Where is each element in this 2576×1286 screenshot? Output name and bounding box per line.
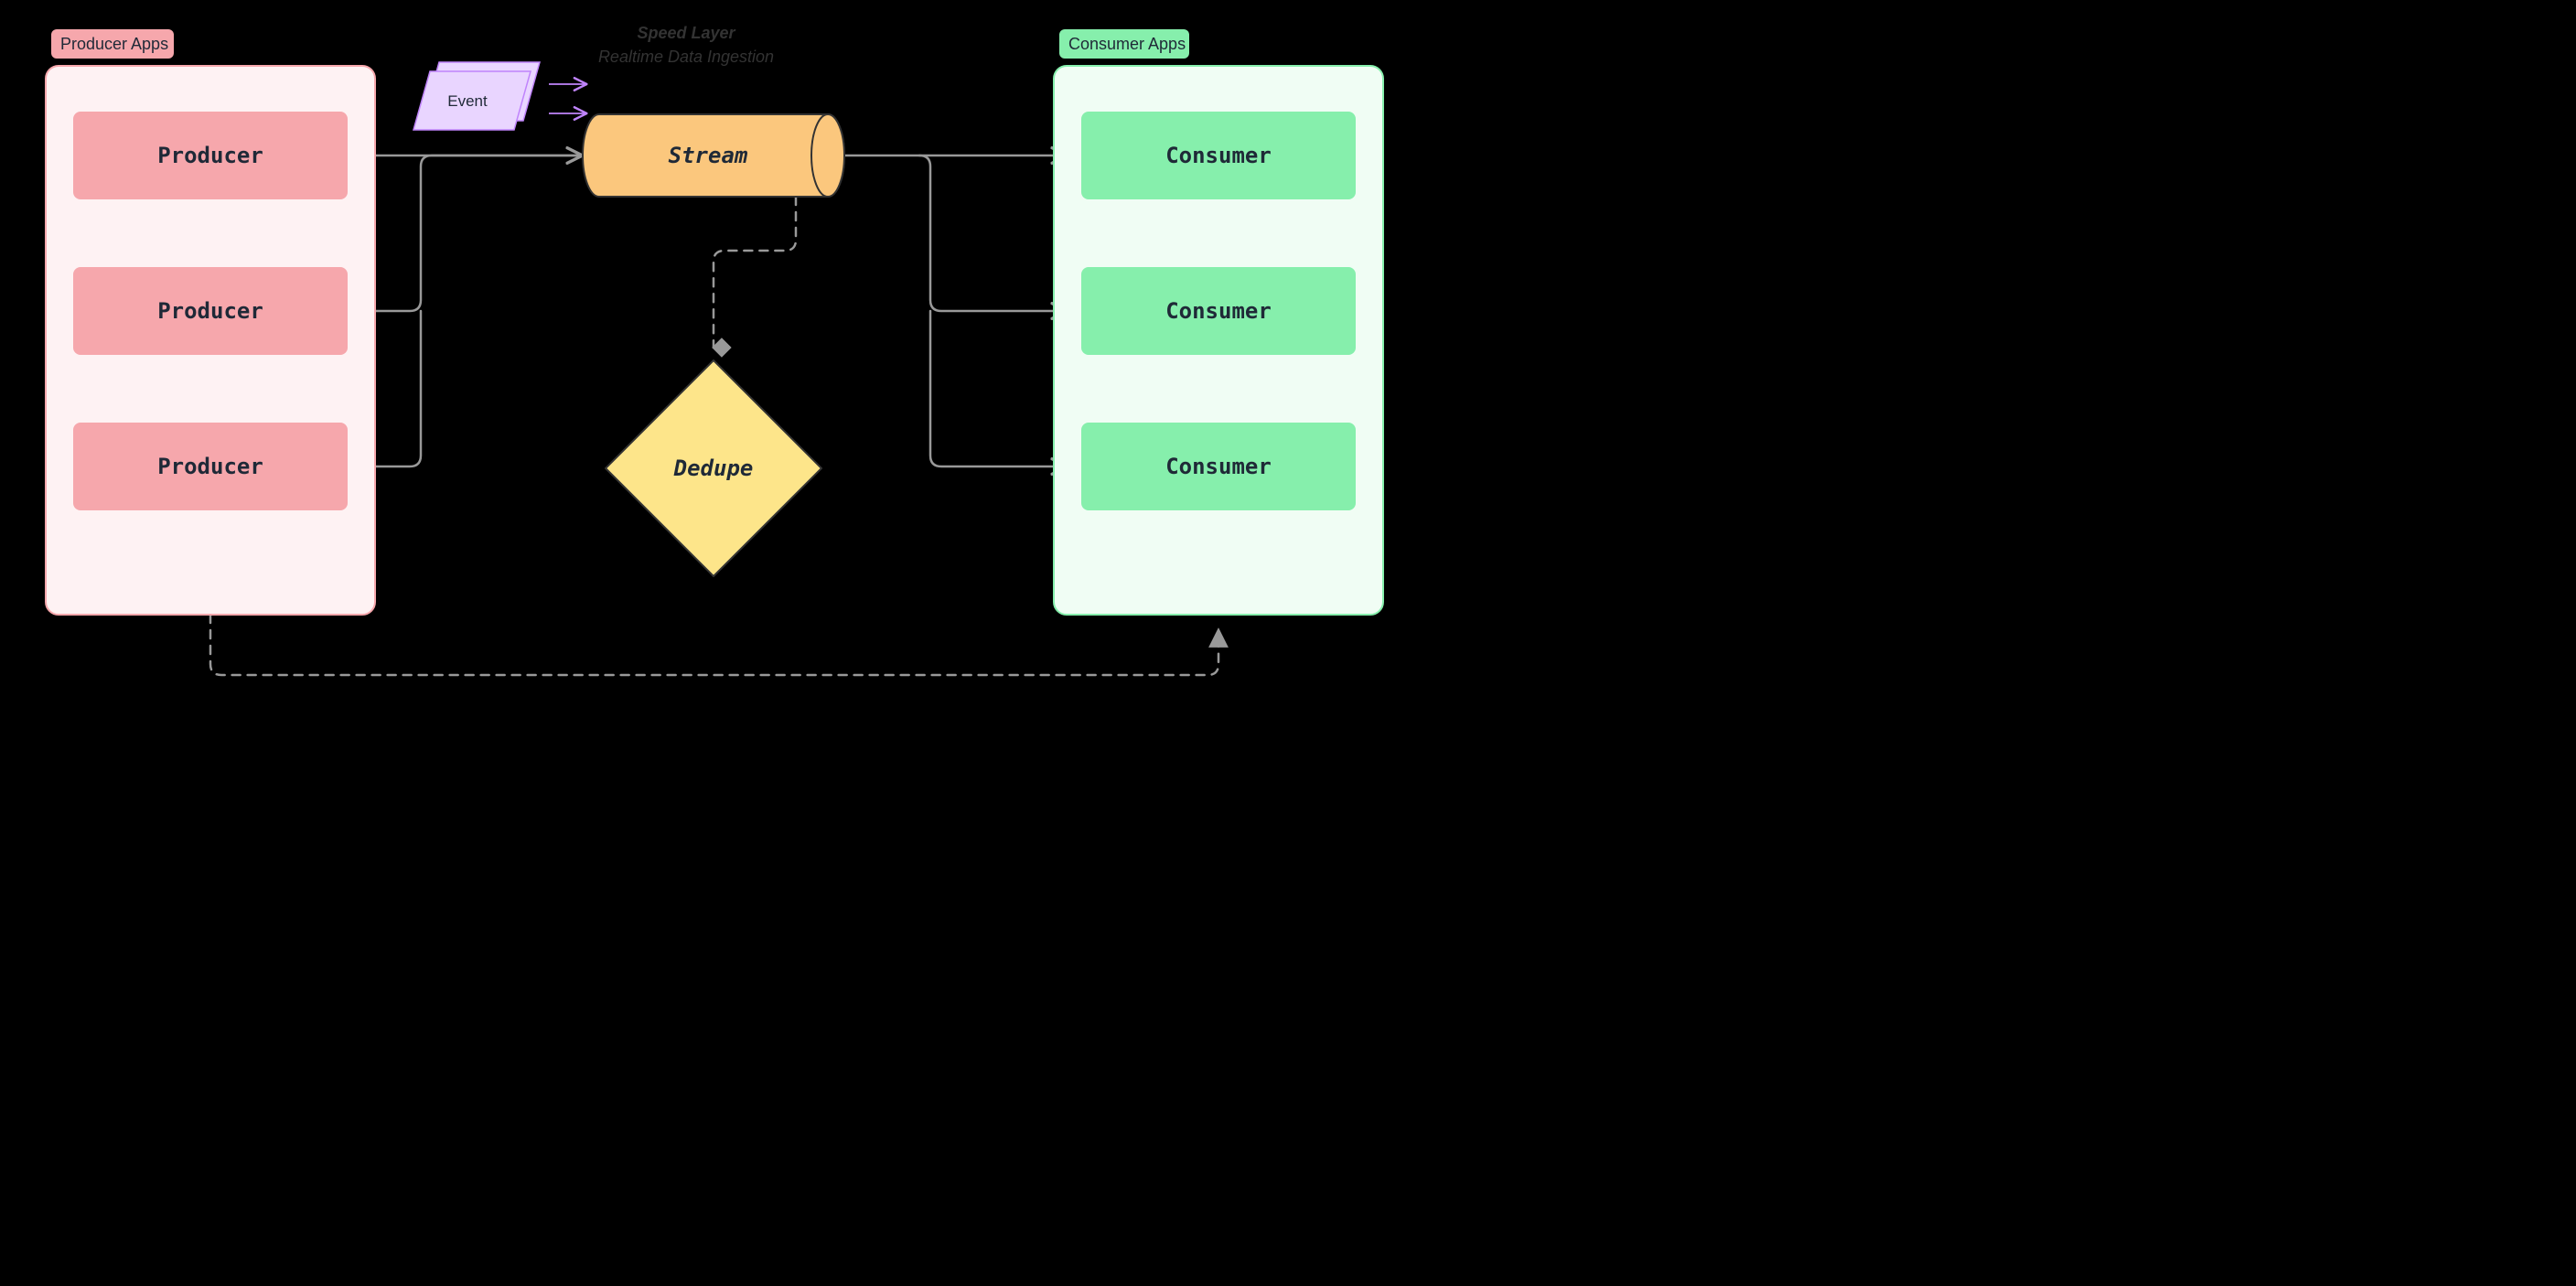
producer-label: Producer — [157, 454, 263, 479]
dedupe-node: Dedupe — [606, 360, 821, 576]
stream-label: Stream — [669, 143, 748, 168]
consumer-node: Consumer — [1081, 267, 1356, 355]
producer-apps-label: Producer Apps — [60, 35, 168, 53]
producer-node: Producer — [73, 112, 348, 199]
consumer-node: Consumer — [1081, 423, 1356, 510]
edge-stream-to-c2 — [919, 155, 1066, 311]
consumer-apps-label: Consumer Apps — [1068, 35, 1186, 53]
edge-producers-to-consumers-bottom — [210, 615, 1218, 675]
edge-stream-to-dedupe — [714, 197, 796, 348]
event-label: Event — [447, 92, 488, 110]
architecture-diagram: Speed Layer Realtime Data Ingestion Prod… — [0, 0, 1433, 715]
producer-node: Producer — [73, 267, 348, 355]
edge-p2-to-stream — [348, 155, 581, 311]
consumer-label: Consumer — [1165, 298, 1272, 324]
producer-label: Producer — [157, 143, 263, 168]
producer-label: Producer — [157, 298, 263, 324]
consumer-label: Consumer — [1165, 143, 1272, 168]
dedupe-label: Dedupe — [673, 455, 754, 481]
stream-node: Stream — [583, 114, 844, 197]
consumer-label: Consumer — [1165, 454, 1272, 479]
diagram-title-line1: Speed Layer — [637, 24, 735, 42]
diagram-title-line2: Realtime Data Ingestion — [598, 48, 774, 66]
edge-stream-to-c3 — [930, 311, 1066, 466]
event-node: Event — [413, 62, 585, 130]
producer-node: Producer — [73, 423, 348, 510]
consumer-node: Consumer — [1081, 112, 1356, 199]
